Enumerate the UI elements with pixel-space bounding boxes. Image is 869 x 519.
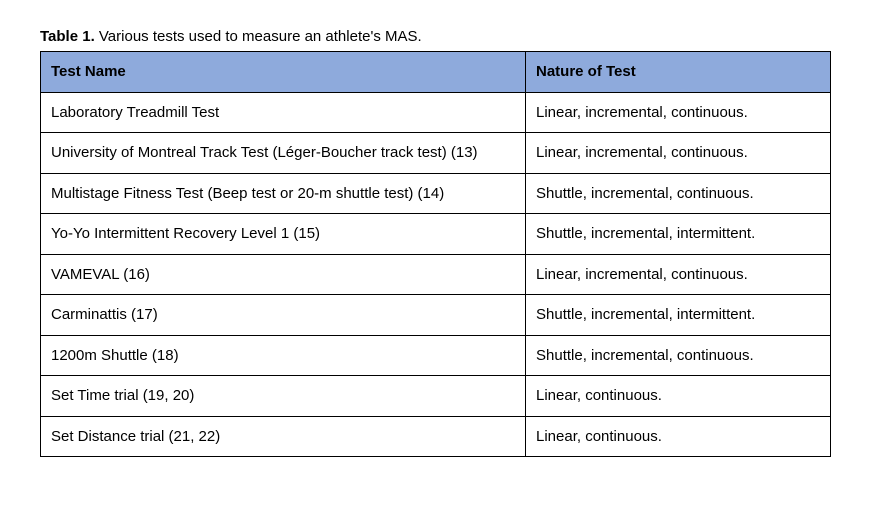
- table-row: Carminattis (17)Shuttle, incremental, in…: [41, 295, 831, 336]
- table-caption: Table 1. Various tests used to measure a…: [40, 28, 829, 45]
- cell-nature: Shuttle, incremental, continuous.: [526, 335, 831, 376]
- cell-test-name: 1200m Shuttle (18): [41, 335, 526, 376]
- caption-label: Table 1.: [40, 28, 95, 45]
- cell-nature: Linear, incremental, continuous.: [526, 254, 831, 295]
- cell-nature: Linear, incremental, continuous.: [526, 133, 831, 174]
- table-row: Multistage Fitness Test (Beep test or 20…: [41, 173, 831, 214]
- cell-test-name: Laboratory Treadmill Test: [41, 92, 526, 133]
- cell-nature: Linear, continuous.: [526, 376, 831, 417]
- cell-nature: Shuttle, incremental, intermittent.: [526, 295, 831, 336]
- table-row: Yo-Yo Intermittent Recovery Level 1 (15)…: [41, 214, 831, 255]
- cell-test-name: Carminattis (17): [41, 295, 526, 336]
- table-row: Set Distance trial (21, 22)Linear, conti…: [41, 416, 831, 457]
- table-row: Laboratory Treadmill TestLinear, increme…: [41, 92, 831, 133]
- table-body: Laboratory Treadmill TestLinear, increme…: [41, 92, 831, 457]
- cell-test-name: VAMEVAL (16): [41, 254, 526, 295]
- table-row: 1200m Shuttle (18)Shuttle, incremental, …: [41, 335, 831, 376]
- cell-nature: Shuttle, incremental, intermittent.: [526, 214, 831, 255]
- table-row: University of Montreal Track Test (Léger…: [41, 133, 831, 174]
- cell-test-name: Set Time trial (19, 20): [41, 376, 526, 417]
- table-header: Test Name Nature of Test: [41, 52, 831, 93]
- col-header-nature: Nature of Test: [526, 52, 831, 93]
- table-header-row: Test Name Nature of Test: [41, 52, 831, 93]
- cell-nature: Shuttle, incremental, continuous.: [526, 173, 831, 214]
- cell-test-name: Yo-Yo Intermittent Recovery Level 1 (15): [41, 214, 526, 255]
- caption-text: Various tests used to measure an athlete…: [95, 28, 422, 45]
- mas-tests-table: Test Name Nature of Test Laboratory Trea…: [40, 51, 831, 457]
- table-row: Set Time trial (19, 20)Linear, continuou…: [41, 376, 831, 417]
- cell-nature: Linear, continuous.: [526, 416, 831, 457]
- col-header-test-name: Test Name: [41, 52, 526, 93]
- table-row: VAMEVAL (16)Linear, incremental, continu…: [41, 254, 831, 295]
- cell-test-name: Multistage Fitness Test (Beep test or 20…: [41, 173, 526, 214]
- cell-test-name: Set Distance trial (21, 22): [41, 416, 526, 457]
- cell-nature: Linear, incremental, continuous.: [526, 92, 831, 133]
- cell-test-name: University of Montreal Track Test (Léger…: [41, 133, 526, 174]
